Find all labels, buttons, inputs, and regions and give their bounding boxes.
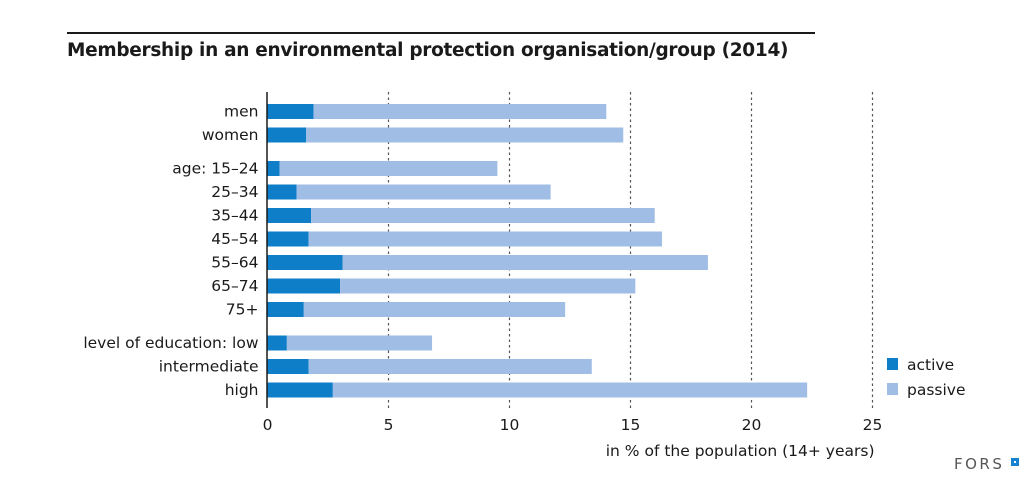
bar-passive-2 (279, 161, 498, 176)
bar-active-2 (267, 161, 280, 176)
bar-active-9 (267, 335, 287, 351)
x-tick-label: 10 (500, 416, 520, 434)
bar-passive-8 (303, 302, 566, 317)
bar-passive-0 (313, 104, 607, 119)
category-label: intermediate (159, 358, 259, 376)
bar-passive-9 (286, 335, 433, 351)
bar-passive-4 (311, 208, 655, 223)
legend: active passive (887, 356, 966, 399)
x-tick-label: 15 (621, 416, 641, 434)
bar-passive-7 (340, 278, 636, 294)
fors-logo: FORS (954, 455, 1005, 473)
legend-label-passive: passive (907, 381, 966, 399)
bar-passive-5 (308, 231, 662, 247)
bar-active-8 (267, 302, 304, 317)
bar-active-7 (267, 278, 341, 294)
legend-swatch-passive (887, 383, 898, 395)
category-label: level of education: low (83, 334, 259, 352)
chart-title: Membership in an environmental protectio… (67, 40, 789, 61)
bar-active-0 (267, 104, 314, 119)
title-rule (67, 32, 815, 34)
x-tick-label: 5 (384, 416, 394, 434)
bar-active-11 (267, 382, 333, 398)
bar-passive-3 (296, 184, 551, 200)
bar-passive-1 (306, 127, 624, 143)
bar-passive-11 (332, 382, 808, 398)
category-label: 65–74 (211, 277, 258, 295)
category-label: women (202, 126, 259, 144)
bar-active-6 (267, 255, 343, 270)
category-label: 35–44 (211, 207, 258, 225)
category-label: 55–64 (211, 254, 258, 272)
category-label: men (224, 103, 258, 121)
legend-label-active: active (907, 356, 954, 374)
fors-logo-mark-icon (1011, 458, 1019, 466)
bar-active-1 (267, 127, 307, 143)
x-tick-label: 25 (863, 416, 883, 434)
bar-passive-6 (342, 255, 708, 270)
bar-active-4 (267, 208, 312, 223)
legend-swatch-active (887, 358, 898, 370)
category-label: high (225, 381, 259, 399)
category-label: 75+ (226, 301, 259, 319)
x-tick-labels: 0 5 10 15 20 25 (263, 416, 883, 434)
category-label: 45–54 (211, 230, 258, 248)
bar-active-3 (267, 184, 297, 200)
x-axis-title: in % of the population (14+ years) (606, 442, 875, 460)
bar-active-10 (267, 359, 309, 374)
x-tick-label: 20 (742, 416, 762, 434)
category-labels: men women age: 15–24 25–34 35–44 45–54 55–64 65… (83, 103, 259, 400)
bar-active-5 (267, 231, 309, 247)
category-label: 25–34 (211, 183, 258, 201)
x-tick-label: 0 (263, 416, 273, 434)
category-label: age: 15–24 (172, 160, 258, 178)
bar-passive-10 (308, 359, 592, 374)
bars (267, 104, 808, 398)
